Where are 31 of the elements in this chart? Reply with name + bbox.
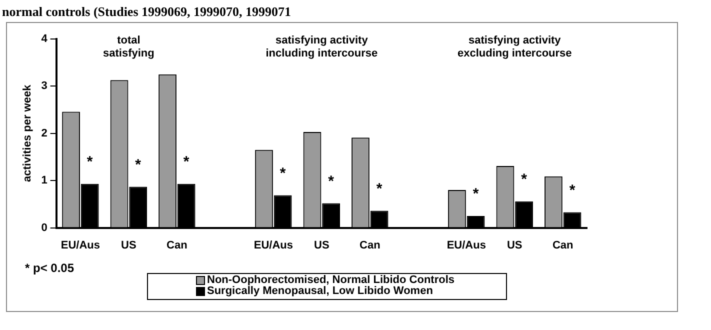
x-tick-label: US bbox=[506, 239, 522, 252]
y-tick-label: 1 bbox=[41, 174, 48, 187]
x-tick-label: Can bbox=[166, 239, 188, 252]
annotation: satisfying activity including intercourse bbox=[266, 34, 378, 60]
annotation: total satisfying bbox=[103, 34, 154, 60]
x-tick-label: Can bbox=[552, 239, 574, 252]
annotation: satisfying activity excluding intercourse bbox=[457, 34, 572, 60]
y-tick-label: 0 bbox=[41, 222, 48, 234]
x-tick-label: EU/Aus bbox=[60, 239, 100, 252]
y-tick-label: 4 bbox=[41, 33, 48, 46]
x-tick-label: EU/Aus bbox=[254, 239, 293, 252]
data-label: * bbox=[521, 171, 528, 188]
data-label: * bbox=[472, 186, 479, 203]
y-tick-label: 3 bbox=[41, 80, 48, 92]
text: * p< 0.05 bbox=[25, 261, 74, 275]
y-axis-title: activities per week bbox=[22, 84, 34, 182]
legend-label: Surgically Menopausal, Low Libido Women bbox=[207, 285, 433, 297]
chart-title: normal controls (Studies 1999069, 1999070, 1999071 bbox=[1, 3, 292, 21]
x-tick-label: EU/Aus bbox=[446, 239, 486, 252]
data-label: * bbox=[183, 154, 190, 171]
data-label: * bbox=[328, 172, 334, 190]
data-label: * bbox=[376, 180, 382, 198]
data-label: * bbox=[280, 164, 286, 182]
x-tick-label: Can bbox=[360, 239, 381, 252]
x-tick-label: US bbox=[314, 239, 330, 252]
y-tick-label: 2 bbox=[41, 127, 48, 140]
data-label: * bbox=[86, 154, 93, 171]
data-label: * bbox=[569, 182, 576, 199]
data-label: * bbox=[135, 156, 142, 174]
legend-label: Non-Oophorectomised, Normal Libido Controls bbox=[207, 274, 454, 286]
x-tick-label: US bbox=[121, 239, 136, 252]
